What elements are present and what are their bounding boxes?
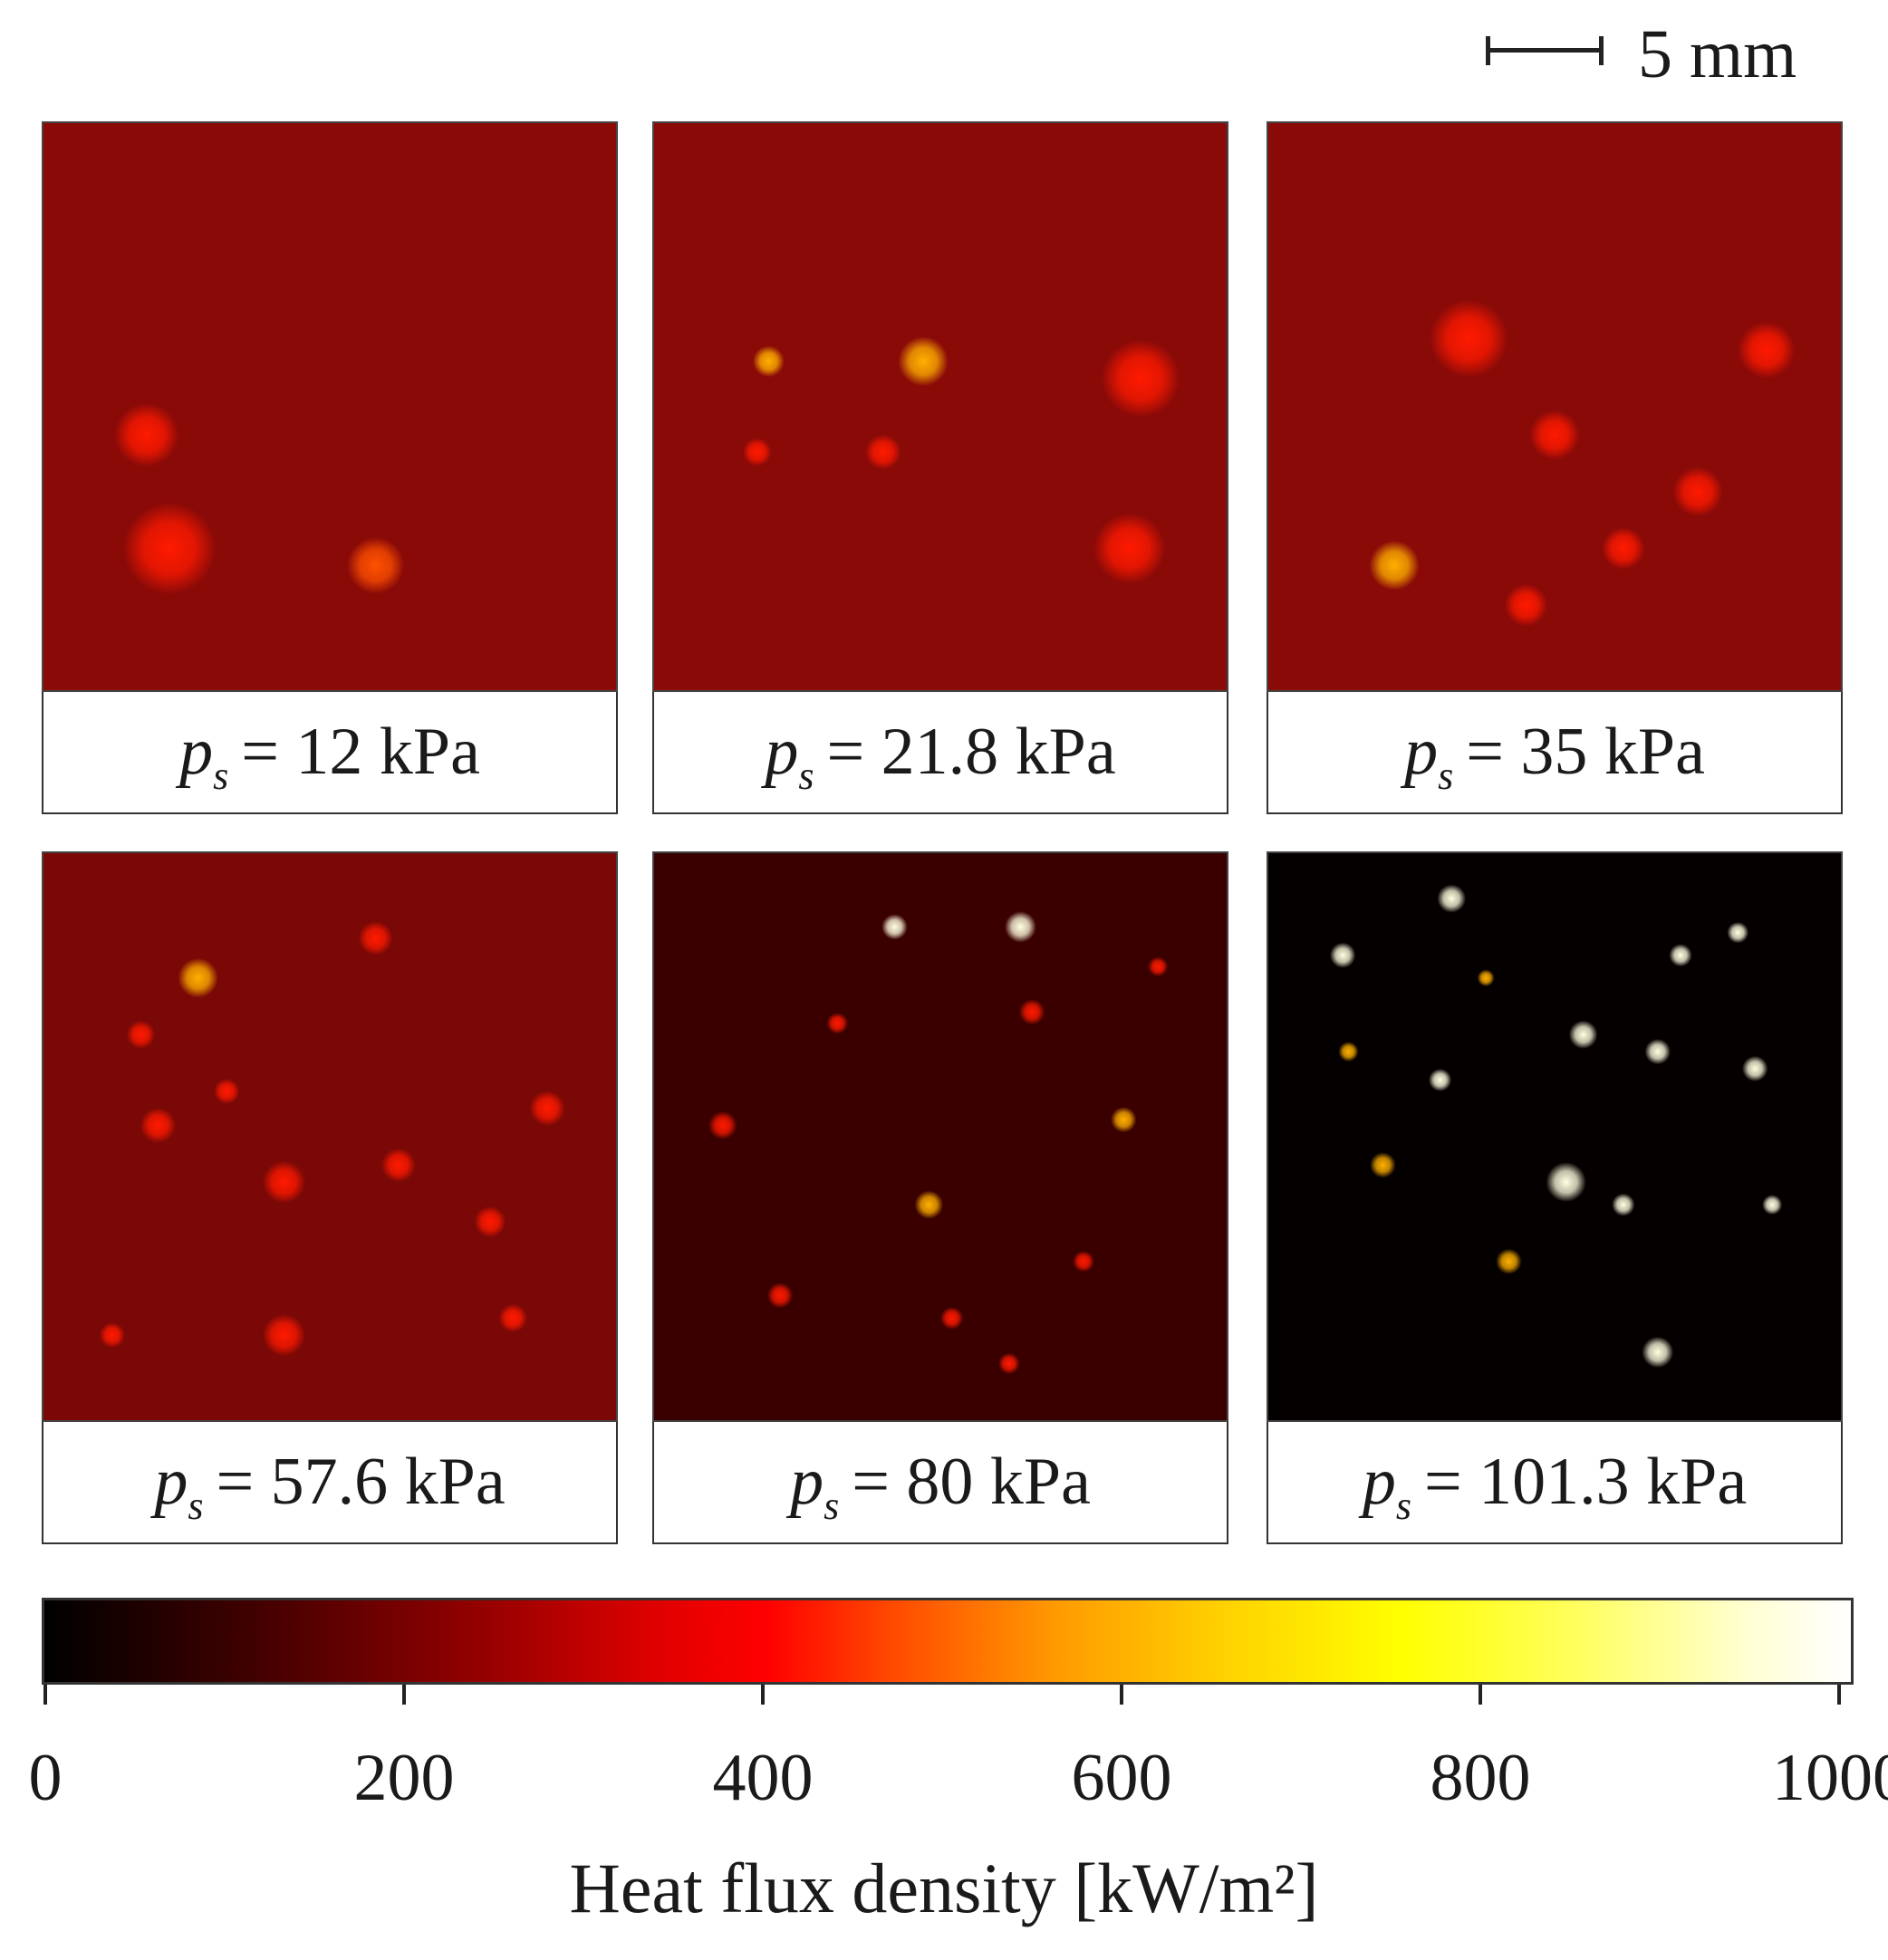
pressure-subscript: s [188,1484,204,1528]
panel-caption: p s = 35 kPa [1267,692,1843,814]
pressure-symbol: p [1362,1445,1396,1519]
pressure-subscript: s [1395,1484,1411,1528]
pressure-value: = 12 kPa [241,715,480,789]
pressure-symbol: p [179,715,214,789]
heatmap-image [42,851,618,1422]
pressure-subscript: s [1438,754,1454,798]
pressure-value: = 21.8 kPa [826,715,1116,789]
pressure-value: = 35 kPa [1466,715,1705,789]
panel-caption: p s = 101.3 kPa [1267,1422,1843,1544]
heatmap-image [652,121,1228,692]
colorbar-tick-label: 600 [1071,1741,1172,1815]
colorbar-tick-label: 400 [712,1741,814,1815]
panel-caption: p s = 12 kPa [42,692,618,814]
pressure-symbol: p [154,1445,188,1519]
colorbar-tick [402,1685,406,1705]
pressure-value: = 101.3 kPa [1423,1445,1748,1519]
colorbar-tick [1837,1685,1841,1705]
heatmap-image [652,851,1228,1422]
heatmap-image [1267,121,1843,692]
colorbar-tick-label: 1000 [1772,1741,1888,1815]
heatmap-panel: p s = 101.3 kPa [1267,851,1843,1544]
heatmap-panel: p s = 21.8 kPa [652,121,1228,814]
scale-bar-right-tick [1599,36,1604,65]
colorbar-tick-label: 0 [28,1741,63,1815]
colorbar-tick [43,1685,47,1705]
scale-bar-label: 5 mm [1638,16,1797,92]
pressure-subscript: s [213,754,229,798]
panel-caption: p s = 80 kPa [652,1422,1228,1544]
colorbar-tick [761,1685,765,1705]
heatmap-panel: p s = 57.6 kPa [42,851,618,1544]
pressure-value: = 57.6 kPa [216,1445,506,1519]
colorbar-tick-label: 200 [353,1741,455,1815]
colorbar-tick [1120,1685,1123,1705]
colorbar-axis: 02004006008001000 [0,1685,1888,1811]
pressure-subscript: s [798,754,814,798]
scale-bar: 5 mm [1486,20,1796,89]
heatmap-image [1267,851,1843,1422]
colorbar-label: Heat flux density [kW/m²] [569,1849,1319,1927]
colorbar-tick [1479,1685,1482,1705]
pressure-value: = 80 kPa [852,1445,1091,1519]
heatmap-panel: p s = 12 kPa [42,121,618,814]
panel-caption: p s = 21.8 kPa [652,692,1228,814]
panel-caption: p s = 57.6 kPa [42,1422,618,1544]
colorbar [42,1598,1854,1685]
scale-bar-line [1486,48,1604,53]
pressure-symbol: p [765,715,799,789]
colorbar-tick-label: 800 [1430,1741,1531,1815]
heatmap-image [42,121,618,692]
heatmap-panel: p s = 35 kPa [1267,121,1843,814]
pressure-subscript: s [824,1484,840,1528]
heatmap-panel: p s = 80 kPa [652,851,1228,1544]
pressure-symbol: p [790,1445,824,1519]
pressure-symbol: p [1404,715,1439,789]
